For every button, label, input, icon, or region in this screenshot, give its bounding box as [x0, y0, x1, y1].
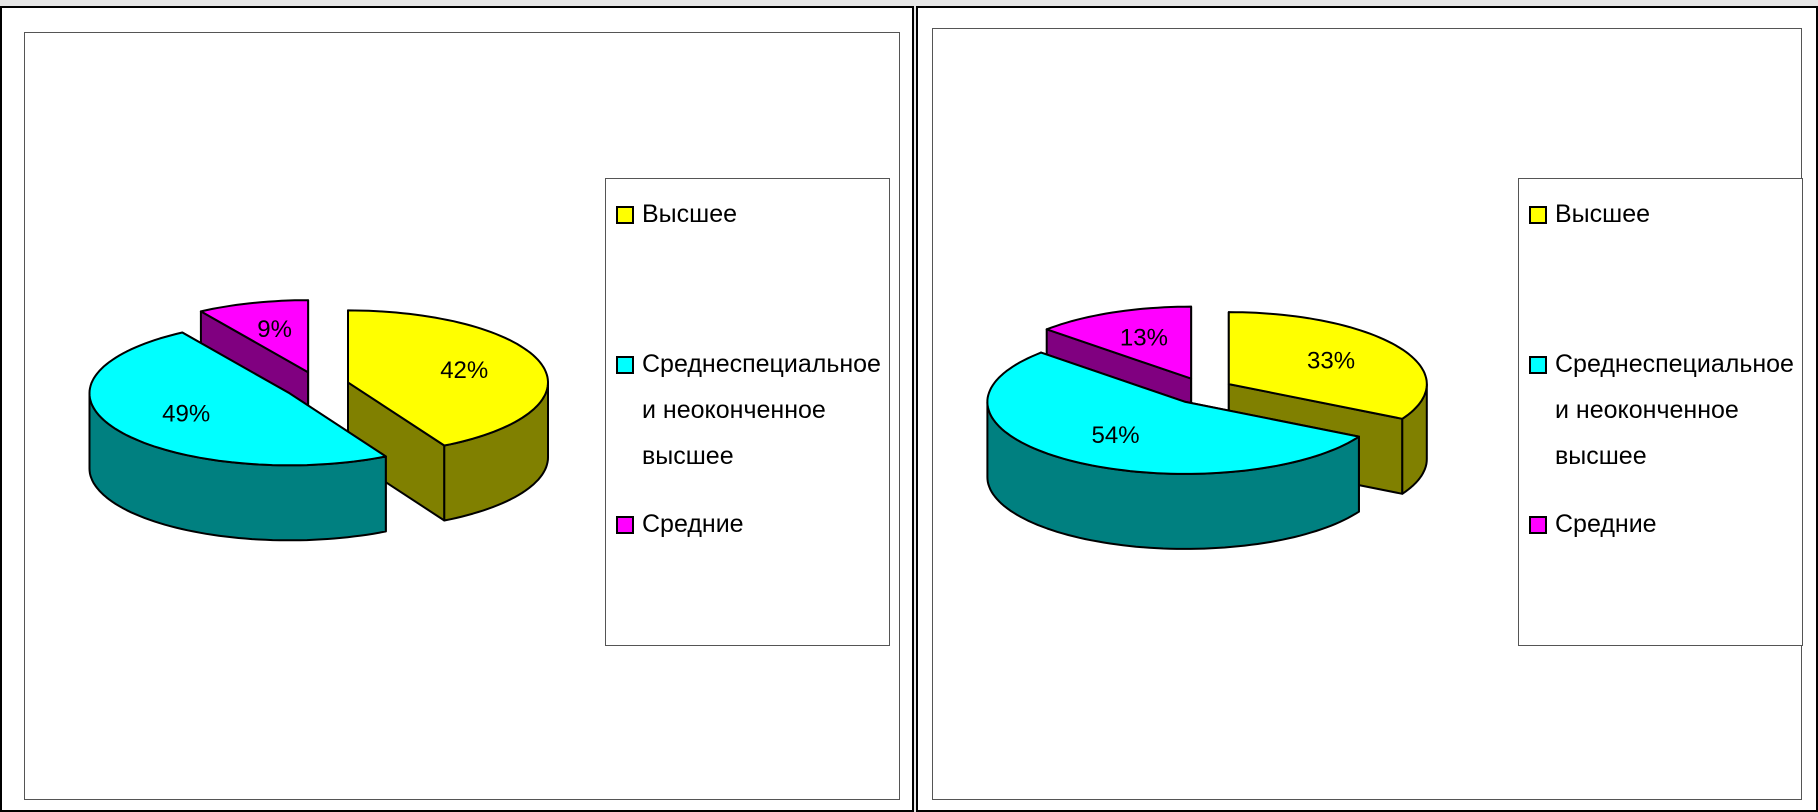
data-label: 49%: [162, 401, 210, 428]
legend: Высшее Среднеспециальное и неоконченное в…: [1518, 178, 1803, 646]
legend: Высшее Среднеспециальное и неоконченное в…: [605, 178, 890, 646]
legend-label: Средние: [642, 510, 744, 538]
slice: [986, 351, 1360, 475]
legend-label: Высшее: [642, 200, 738, 228]
slice: [1045, 305, 1193, 380]
data-label: 42%: [440, 357, 488, 384]
legend-item: Средние: [616, 501, 886, 547]
data-label: 13%: [1120, 324, 1168, 351]
legend-swatch: [616, 516, 634, 534]
legend-item: Средние: [1529, 501, 1799, 547]
slice: [199, 299, 310, 374]
legend-swatch: [1529, 516, 1547, 534]
slice: [88, 331, 387, 467]
legend-item: Среднеспециальное и неоконченное высшее: [1529, 341, 1799, 479]
legend-label: Средние: [1555, 510, 1657, 538]
legend-swatch: [616, 206, 634, 224]
legend-swatch: [1529, 356, 1547, 374]
data-label: 33%: [1307, 347, 1355, 374]
legend-item: Высшее: [1529, 191, 1799, 237]
legend-swatch: [1529, 206, 1547, 224]
legend-item: Среднеспециальное и неоконченное высшее: [616, 341, 886, 479]
data-label: 9%: [257, 316, 292, 343]
plot-area: [24, 32, 900, 800]
pie-chart: 33% 54% 13%: [986, 305, 1428, 550]
slice: [1227, 311, 1428, 420]
legend-swatch: [616, 356, 634, 374]
legend-label: Высшее: [1555, 200, 1651, 228]
data-label: 54%: [1092, 422, 1140, 449]
pie-chart: 42% 49% 9%: [88, 299, 549, 542]
chart-panel: 42% 49% 9% Высшее Среднеспециальное и неокон…: [0, 6, 914, 812]
chart-panel: 33% 54% 13% Высшее Среднеспециальное и неоко…: [916, 6, 1818, 812]
legend-item: Высшее: [616, 191, 886, 237]
legend-label: Среднеспециальное и неоконченное высшее: [1555, 350, 1794, 470]
slice: [347, 309, 549, 447]
legend-label: Среднеспециальное и неоконченное высшее: [642, 350, 881, 470]
